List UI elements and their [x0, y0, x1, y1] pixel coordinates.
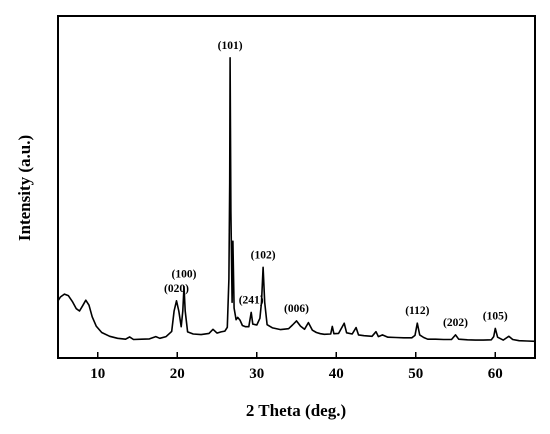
x-tick-label: 60: [488, 366, 503, 382]
x-tick-label: 40: [329, 366, 344, 382]
x-axis-ticks: [97, 352, 496, 358]
peak-label: (112): [405, 305, 429, 317]
peak-label: (102): [251, 249, 276, 261]
peak-label: (020): [164, 283, 189, 295]
peak-label: (100): [172, 269, 197, 281]
x-tick-label: 20: [170, 366, 185, 382]
y-axis-title: Intensity (a.u.): [15, 135, 34, 241]
x-axis-tick-labels: 10 20 30 40 50 60: [90, 366, 503, 382]
peak-label: (202): [443, 317, 468, 329]
peak-label: (101): [218, 40, 243, 52]
x-tick-label: 30: [249, 366, 264, 382]
x-tick-label: 50: [408, 366, 423, 382]
peak-label: (006): [284, 303, 309, 315]
plot-frame: [57, 15, 536, 359]
series-line: [57, 57, 536, 343]
x-axis-title: 2 Theta (deg.): [246, 401, 346, 420]
peak-label: (105): [483, 310, 508, 322]
peak-label: (241): [239, 294, 264, 306]
x-tick-label: 10: [90, 366, 105, 382]
peak-annotations: (101) (100) (020) (102) (241) (006) (112) (202)…: [164, 40, 508, 329]
